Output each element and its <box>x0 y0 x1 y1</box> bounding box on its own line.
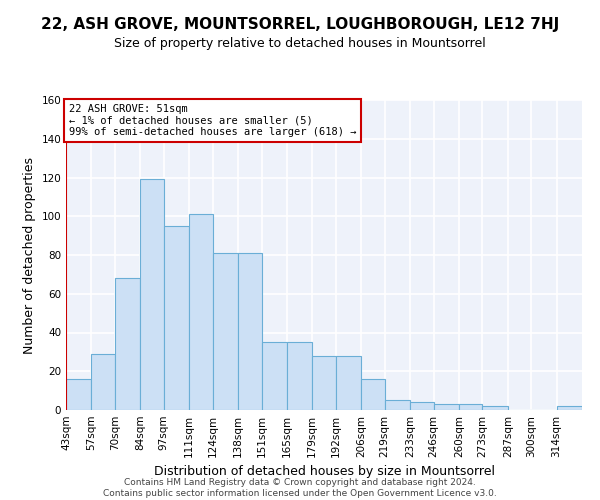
Bar <box>91 354 115 410</box>
Text: Size of property relative to detached houses in Mountsorrel: Size of property relative to detached ho… <box>114 38 486 51</box>
Bar <box>115 278 140 410</box>
Bar <box>385 400 410 410</box>
Bar <box>262 342 287 410</box>
X-axis label: Distribution of detached houses by size in Mountsorrel: Distribution of detached houses by size … <box>154 466 494 478</box>
Text: 22, ASH GROVE, MOUNTSORREL, LOUGHBOROUGH, LE12 7HJ: 22, ASH GROVE, MOUNTSORREL, LOUGHBOROUGH… <box>41 18 559 32</box>
Bar <box>410 402 434 410</box>
Bar <box>557 406 582 410</box>
Bar <box>312 356 336 410</box>
Bar <box>164 226 189 410</box>
Text: 22 ASH GROVE: 51sqm
← 1% of detached houses are smaller (5)
99% of semi-detached: 22 ASH GROVE: 51sqm ← 1% of detached hou… <box>69 104 356 137</box>
Bar <box>361 379 385 410</box>
Y-axis label: Number of detached properties: Number of detached properties <box>23 156 36 354</box>
Bar <box>238 253 262 410</box>
Bar <box>189 214 212 410</box>
Bar <box>212 253 238 410</box>
Bar <box>140 180 164 410</box>
Bar <box>336 356 361 410</box>
Bar <box>459 404 482 410</box>
Bar <box>482 406 508 410</box>
Bar <box>287 342 312 410</box>
Bar <box>434 404 459 410</box>
Bar <box>66 379 91 410</box>
Text: Contains HM Land Registry data © Crown copyright and database right 2024.
Contai: Contains HM Land Registry data © Crown c… <box>103 478 497 498</box>
